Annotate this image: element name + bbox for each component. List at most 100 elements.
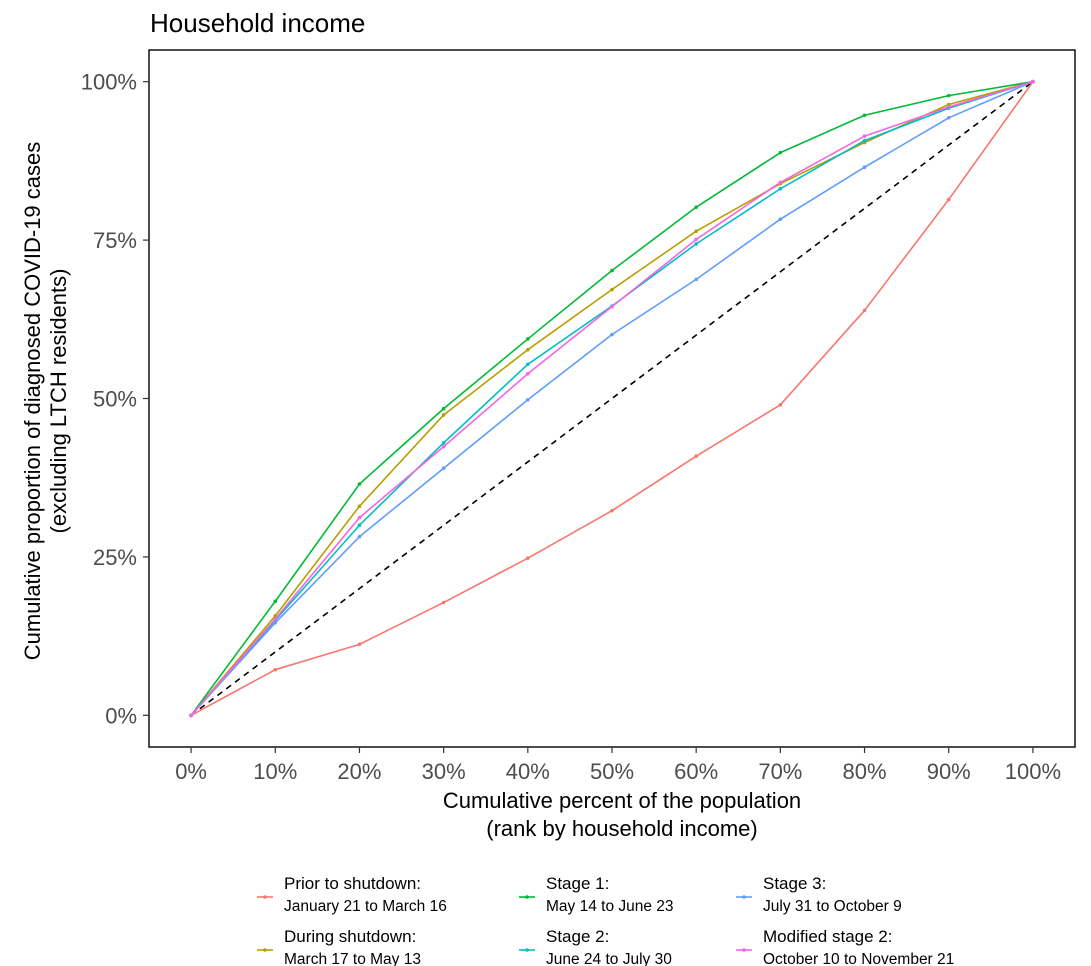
legend-label: Stage 3: xyxy=(763,874,826,893)
legend-item: Prior to shutdown: January 21 to March 16 xyxy=(257,874,447,915)
legend-key-point xyxy=(263,948,267,952)
legend-key-point xyxy=(742,895,746,899)
series-point xyxy=(526,362,530,367)
legend-item: Stage 1: May 14 to June 23 xyxy=(519,874,674,915)
series-point xyxy=(946,115,951,120)
legend-label: During shutdown: xyxy=(284,927,416,946)
legend-label: Modified stage 2: xyxy=(763,927,892,946)
series-point xyxy=(610,304,614,309)
series-lines xyxy=(189,79,1035,718)
series-point xyxy=(694,242,698,246)
series-point xyxy=(694,277,698,282)
series-point xyxy=(610,332,614,337)
series-point xyxy=(946,105,951,109)
series-point xyxy=(526,397,530,402)
series-point xyxy=(526,337,530,341)
legend-date-range: January 21 to March 16 xyxy=(284,898,447,915)
series-point xyxy=(778,180,783,185)
y-tick-label: 75% xyxy=(93,228,137,253)
series-point xyxy=(1031,79,1035,84)
legend: Prior to shutdown: January 21 to March 16… xyxy=(257,874,954,966)
series-point xyxy=(694,454,698,458)
y-tick-label: 0% xyxy=(105,703,137,728)
series-point xyxy=(946,197,951,202)
series-point xyxy=(273,599,278,604)
series-point xyxy=(357,642,362,647)
series-point xyxy=(357,523,362,528)
series-group xyxy=(189,79,1035,718)
series-point xyxy=(357,515,362,520)
series-point xyxy=(357,534,362,539)
x-tick-label: 30% xyxy=(422,759,466,784)
x-tick-label: 60% xyxy=(674,759,718,784)
series-point xyxy=(610,508,614,513)
x-tick-label: 0% xyxy=(175,759,207,784)
series-point xyxy=(273,617,278,621)
series-point xyxy=(862,134,867,138)
y-axis: 0% 25% 50% 75% 100% xyxy=(81,70,149,728)
y-axis-title-line-2: (excluding LTCH residents) xyxy=(46,269,71,534)
y-tick-label: 100% xyxy=(81,70,137,95)
y-axis-title-line-1: Cumulative proportion of diagnosed COVID… xyxy=(20,142,45,661)
legend-date-range: May 14 to June 23 xyxy=(546,898,674,915)
chart-title: Household income xyxy=(150,8,365,38)
series-point xyxy=(526,556,530,560)
y-tick-label: 50% xyxy=(93,387,137,412)
legend-key-point xyxy=(742,948,746,952)
series-point xyxy=(778,217,783,221)
x-tick-label: 10% xyxy=(253,759,297,784)
legend-label: Stage 1: xyxy=(546,874,609,893)
series-point xyxy=(694,237,698,242)
x-tick-label: 80% xyxy=(843,759,887,784)
series-point xyxy=(862,308,867,313)
legend-item: During shutdown: March 17 to May 13 xyxy=(257,927,421,966)
x-tick-label: 50% xyxy=(590,759,634,784)
series-point xyxy=(441,444,446,449)
y-tick-label: 25% xyxy=(93,545,137,570)
y-axis-title: Cumulative proportion of diagnosed COVID… xyxy=(20,142,71,661)
series-point xyxy=(946,102,951,107)
series-point xyxy=(694,205,698,209)
series-point xyxy=(189,713,193,718)
series-group xyxy=(189,79,1035,718)
series-point xyxy=(610,268,614,273)
legend-date-range: October 10 to November 21 xyxy=(763,951,954,966)
series-group xyxy=(189,79,1035,718)
series-point xyxy=(441,413,446,417)
series-point xyxy=(273,667,278,672)
legend-item: Modified stage 2: October 10 to November … xyxy=(736,927,954,966)
series-point xyxy=(610,287,614,292)
series-point xyxy=(441,466,446,471)
equality-reference-line xyxy=(190,81,1034,716)
series-point xyxy=(357,482,362,486)
legend-key-point xyxy=(525,948,529,952)
x-tick-label: 100% xyxy=(1005,759,1061,784)
x-tick-label: 90% xyxy=(927,759,971,784)
series-point xyxy=(357,504,362,509)
legend-key-point xyxy=(263,895,267,899)
x-tick-label: 20% xyxy=(337,759,381,784)
series-point xyxy=(778,150,783,155)
series-point xyxy=(862,138,867,143)
series-point xyxy=(441,406,446,411)
series-point xyxy=(862,113,867,118)
series-point xyxy=(526,347,530,352)
legend-label: Stage 2: xyxy=(546,927,609,946)
legend-item: Stage 2: June 24 to July 30 xyxy=(519,927,672,966)
legend-date-range: July 31 to October 9 xyxy=(763,898,902,915)
x-tick-label: 70% xyxy=(758,759,802,784)
series-point xyxy=(778,186,783,191)
x-tick-label: 40% xyxy=(506,759,550,784)
legend-date-range: June 24 to July 30 xyxy=(546,951,672,966)
series-point xyxy=(694,229,698,234)
series-point xyxy=(441,600,446,605)
legend-label: Prior to shutdown: xyxy=(284,874,421,893)
legend-item: Stage 3: July 31 to October 9 xyxy=(736,874,902,915)
series-point xyxy=(273,621,278,625)
legend-date-range: March 17 to May 13 xyxy=(284,951,421,966)
series-point xyxy=(778,403,783,407)
series-point xyxy=(946,93,951,98)
legend-key-point xyxy=(525,895,529,899)
series-point xyxy=(526,371,530,376)
